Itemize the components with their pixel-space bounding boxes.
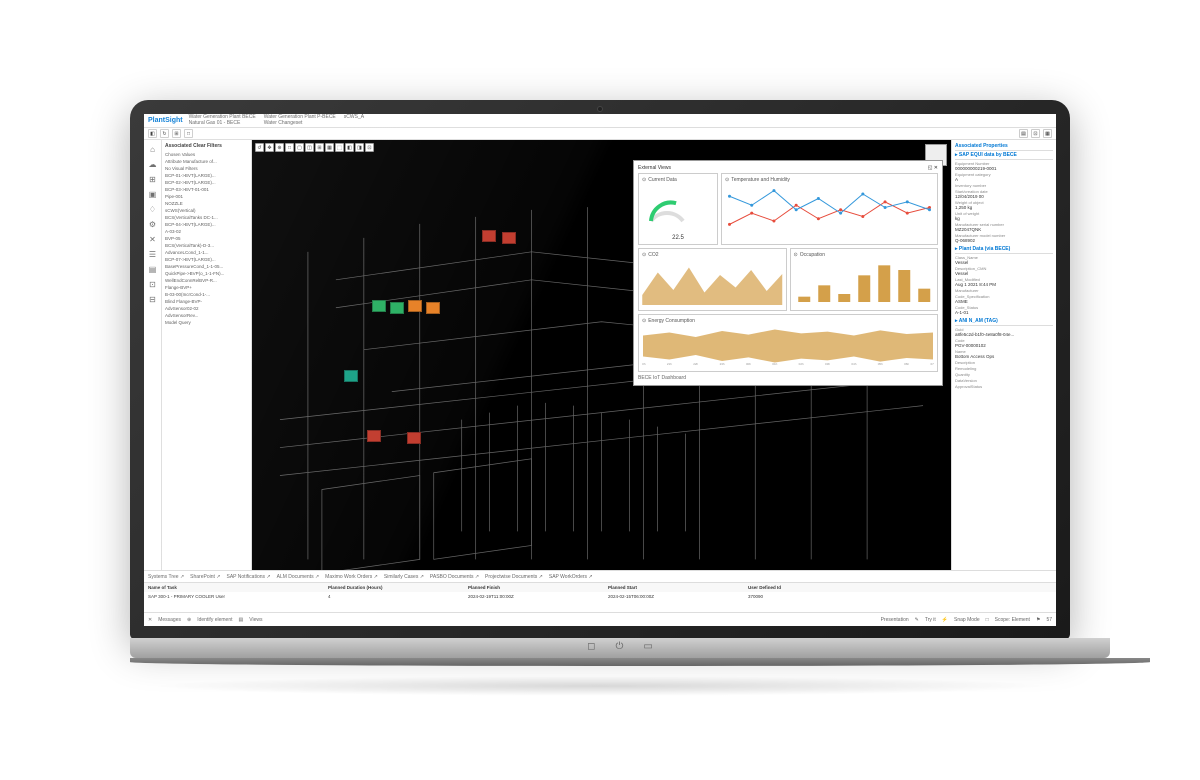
dashboard-panel: External Views ◱ ✕ ⊙Current Data 22.5 ⊙Te… <box>633 160 943 386</box>
topbar: PlantSight Water Generation Plant BECENa… <box>144 114 1056 128</box>
btm-tab[interactable]: Systems Tree ↗ <box>148 574 184 580</box>
properties-panel: Associated Properties ▸ SAP EQUI data by… <box>951 140 1056 570</box>
tree-item[interactable]: BCP-04->BVT(LARGE)... <box>165 221 248 228</box>
dash-controls[interactable]: ◱ ✕ <box>928 165 938 171</box>
tree-item[interactable]: WellEndConnRelBVP-R... <box>165 277 248 284</box>
rail-icon[interactable]: ⚙ <box>147 219 158 230</box>
tree-item[interactable]: BCP-07->BVT(LARGE)... <box>165 256 248 263</box>
vp-tool[interactable]: ↺ <box>255 143 264 152</box>
tree-item[interactable]: sCWS(Vertical) <box>165 207 248 214</box>
btm-tab[interactable]: Projectwise Documents ↗ <box>485 574 543 580</box>
tree-item[interactable]: Blind Flange-BVP- <box>165 298 248 305</box>
tree-item[interactable]: NOZZLE <box>165 200 248 207</box>
file-tabs: Water Generation Plant BECENatural Gas 0… <box>189 115 364 126</box>
svg-text:22h: 22h <box>693 362 698 366</box>
tool-a[interactable]: ◧ <box>148 129 157 138</box>
tool-b[interactable]: ↻ <box>160 129 169 138</box>
tree-item[interactable]: BCS(VerticalTank)-D-3... <box>165 242 248 249</box>
svg-text:23h: 23h <box>720 362 725 366</box>
tree-item[interactable]: A-03-02 <box>165 228 248 235</box>
svg-text:03h: 03h <box>825 362 830 366</box>
tab-1[interactable]: Water Generation Plant P-BECEWater Chang… <box>264 115 336 126</box>
tree-item[interactable]: AdvSensor02-02 <box>165 305 248 312</box>
vp-tool[interactable]: □ <box>285 143 294 152</box>
tree-item[interactable]: B-03-00(IncrCond-1-... <box>165 291 248 298</box>
rail-icon[interactable]: ▤ <box>147 264 158 275</box>
co2-card: ⊙CO2 <box>638 248 787 311</box>
rail-icon[interactable]: ☰ <box>147 249 158 260</box>
vp-tool[interactable]: ▦ <box>325 143 334 152</box>
tree-item[interactable]: AdvSensorRev... <box>165 312 248 319</box>
bottom-tabs: Systems Tree ↗ SharePoint ↗ SAP Notificati… <box>144 570 1056 582</box>
rail-icon[interactable]: ♢ <box>147 204 158 215</box>
vp-tool[interactable]: ⊞ <box>315 143 324 152</box>
energy-card: ⊙Energy Consumption 20h21h22h23h00h01h02… <box>638 314 938 372</box>
svg-text:02h: 02h <box>799 362 804 366</box>
gauge-card: ⊙Current Data 22.5 <box>638 173 718 245</box>
tab-2[interactable]: sCWS_A <box>344 115 364 126</box>
vp-tool[interactable]: ▢ <box>295 143 304 152</box>
btm-tab[interactable]: Similarly Cases ↗ <box>384 574 424 580</box>
tree-item[interactable]: BVP-05 <box>165 235 248 242</box>
sub-toolbar: ◧ ↻ ⊞ □ ▤ ⊡ ▦ <box>144 128 1056 140</box>
vp-tool[interactable]: ⬚ <box>335 143 344 152</box>
tree-item[interactable]: Pipe-001 <box>165 193 248 200</box>
tool-c[interactable]: ⊞ <box>172 129 181 138</box>
btm-tab[interactable]: SharePoint ↗ <box>190 574 220 580</box>
tree-item[interactable]: No Visual Filters <box>165 165 248 172</box>
tree-item[interactable]: Model Query <box>165 319 248 326</box>
tool-r1[interactable]: ▤ <box>1019 129 1028 138</box>
task-table: Name of TaskPlanned Duration (Hours)Plan… <box>144 582 1056 612</box>
lp-title: Associated Clear Filters <box>165 143 248 149</box>
rail-icon[interactable]: ⊞ <box>147 174 158 185</box>
rail-icon[interactable]: ☁ <box>147 159 158 170</box>
3d-viewport[interactable]: ↺✥⊕□▢◫⊞▦⬚◧◨⊡ External Views ◱ ✕ ⊙Current … <box>252 140 951 570</box>
vp-tool[interactable]: ◧ <box>345 143 354 152</box>
temp-card: ⊙Temperature and Humidity <box>721 173 938 245</box>
svg-text:05h: 05h <box>878 362 883 366</box>
tree-item[interactable]: BCP-02->BVT(LARGE)... <box>165 179 248 186</box>
svg-text:01h: 01h <box>772 362 777 366</box>
btm-tab[interactable]: SAP Notifications ↗ <box>226 574 270 580</box>
vp-tool[interactable]: ◨ <box>355 143 364 152</box>
vp-tool[interactable]: ✥ <box>265 143 274 152</box>
svg-text:21h: 21h <box>667 362 672 366</box>
tree-item[interactable]: AdvanceLCond_1-1... <box>165 249 248 256</box>
rail-icon[interactable]: ▣ <box>147 189 158 200</box>
tree-item[interactable]: BasePressureCond_1-1-05... <box>165 263 248 270</box>
svg-text:06h: 06h <box>904 362 909 366</box>
tree-item[interactable]: QuickPipe->BVP(o_1-1-FN)... <box>165 270 248 277</box>
tool-d[interactable]: □ <box>184 129 193 138</box>
btm-tab[interactable]: Maximo Work Orders ↗ <box>325 574 378 580</box>
tool-r2[interactable]: ⊡ <box>1031 129 1040 138</box>
app-logo[interactable]: PlantSight <box>148 117 183 124</box>
btm-tab[interactable]: ALM Documents ↗ <box>277 574 320 580</box>
svg-text:07h: 07h <box>930 362 934 366</box>
vp-tool[interactable]: ⊕ <box>275 143 284 152</box>
svg-text:00h: 00h <box>746 362 751 366</box>
rail-icon[interactable]: ⊡ <box>147 279 158 290</box>
vp-tool[interactable]: ◫ <box>305 143 314 152</box>
left-panel: Associated Clear Filters Chosen Values A… <box>162 140 252 570</box>
rail-icon[interactable]: ⊟ <box>147 294 158 305</box>
tree-item[interactable]: Flange-BVP+ <box>165 284 248 291</box>
tool-r3[interactable]: ▦ <box>1043 129 1052 138</box>
left-rail: ⌂ ☁ ⊞ ▣ ♢ ⚙ ✕ ☰ ▤ ⊡ ⊟ <box>144 140 162 570</box>
rail-icon[interactable]: ⌂ <box>147 144 158 155</box>
table-row[interactable]: SAP 300-1 - PRIMARY COOLER User42024-02-… <box>144 592 1056 601</box>
tree-item[interactable]: BCP-01->BVT(LARGE)... <box>165 172 248 179</box>
dash-title: External Views <box>638 165 671 171</box>
btm-tab[interactable]: PASBO Documents ↗ <box>430 574 479 580</box>
rail-icon[interactable]: ✕ <box>147 234 158 245</box>
occ-card: ⊙Occupation <box>790 248 939 311</box>
tree-item[interactable]: BCS(VerticalTanks DC-1... <box>165 214 248 221</box>
status-bar: ✕Messages ⊕Identify element ▤Views Prese… <box>144 612 1056 626</box>
svg-text:20h: 20h <box>642 362 646 366</box>
vp-tool[interactable]: ⊡ <box>365 143 374 152</box>
tab-0[interactable]: Water Generation Plant BECENatural Gas 0… <box>189 115 256 126</box>
btm-tab[interactable]: SAP WorkOrders ↗ <box>549 574 593 580</box>
svg-text:04h: 04h <box>851 362 856 366</box>
tree-item[interactable]: BCP-03->BVT-01-001 <box>165 186 248 193</box>
